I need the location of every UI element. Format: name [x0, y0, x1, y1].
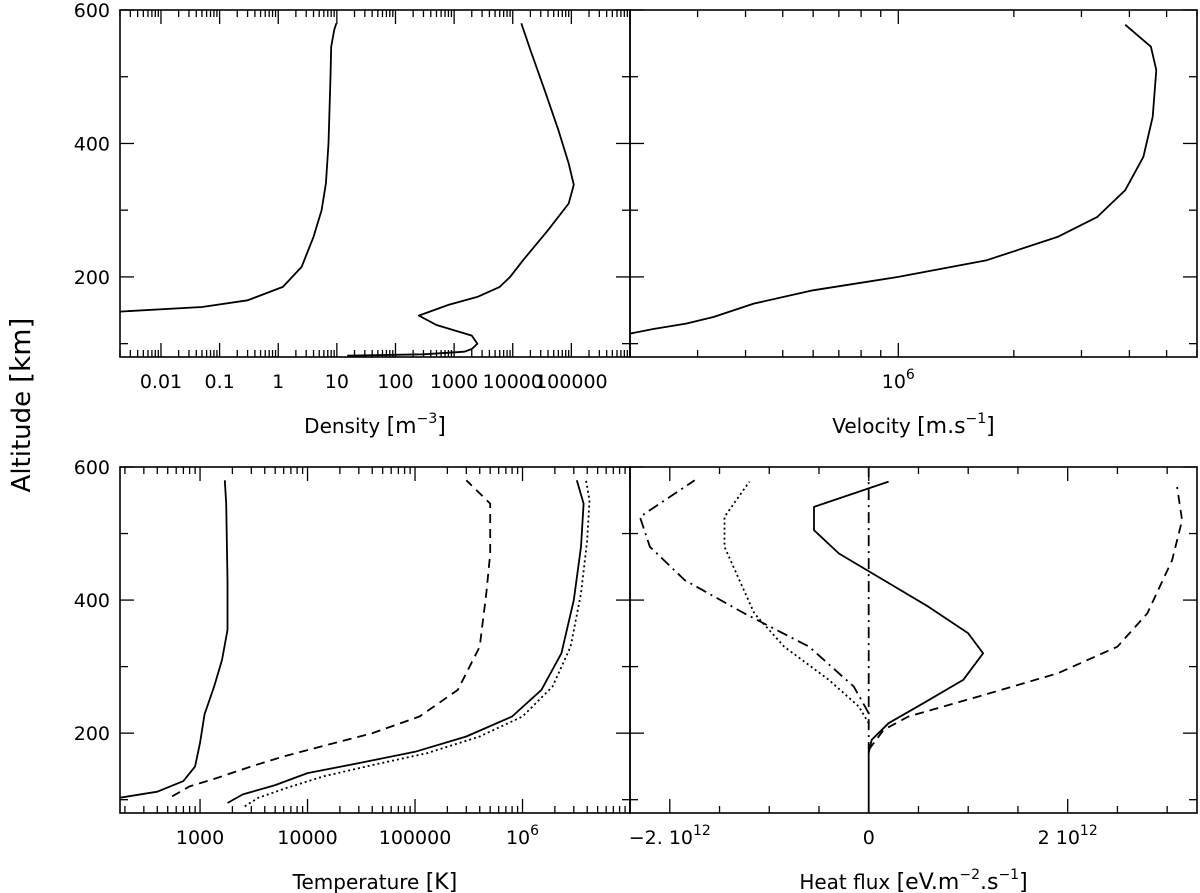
temperature-x-ticks [124, 467, 631, 813]
velocity-frame [629, 9, 1198, 358]
temperature-ytick-label: 400 [74, 590, 110, 612]
density-xtick-label: 0.01 [140, 371, 182, 393]
heatflux-frame [629, 466, 1198, 814]
density-series-solid [347, 23, 575, 357]
heatflux-series-dotted [723, 481, 870, 724]
density-xtick-label: 1000 [430, 371, 478, 393]
heatflux-series-dashdot [639, 479, 870, 714]
heatflux-xtick-label: −2. 1012 [629, 823, 711, 849]
heatflux-series-dashed [867, 486, 1183, 751]
heatflux-xlabel: Heat flux [eV.m−2.s−1] [799, 867, 1027, 893]
density-xtick-label: 100 [377, 371, 413, 393]
temperature-xtick-label: 10000 [277, 827, 337, 849]
velocity-x-ticks [629, 10, 1198, 357]
velocity-xlabel: Velocity [m.s−1] [832, 411, 995, 439]
velocity-xtick-label: 106 [882, 367, 915, 393]
density-frame [119, 9, 631, 358]
panel-heatflux: −2. 1012 0 2 1012 Heat flux [eV.m−2.s−1] [629, 466, 1198, 893]
panel-velocity: 106 Velocity [m.s−1] [629, 9, 1198, 439]
velocity-series-solid [630, 24, 1158, 335]
temperature-xtick-label: 100000 [379, 827, 452, 849]
density-y-ticks [120, 9, 630, 345]
temperature-series-dotted [244, 480, 591, 808]
heatflux-x-ticks [669, 467, 1168, 813]
density-xtick-label: 10 [325, 371, 349, 393]
density-ytick-label: 200 [74, 267, 110, 289]
temperature-xtick-label: 106 [506, 823, 539, 849]
density-xtick-label: 100000 [535, 371, 608, 393]
density-x-ticks [119, 10, 631, 357]
temperature-ytick-label: 200 [74, 723, 110, 745]
temperature-series-solid [120, 480, 229, 799]
density-xtick-label: 0.1 [204, 371, 234, 393]
temperature-xtick-label: 1000 [176, 827, 224, 849]
density-ytick-label: 600 [74, 0, 110, 22]
temperature-ytick-label: 600 [74, 457, 110, 479]
density-series-solid [120, 23, 338, 313]
heatflux-xtick-label: 2 1012 [1038, 823, 1098, 849]
temperature-series-dashed [171, 479, 492, 798]
temperature-series-solid [227, 480, 585, 804]
density-xtick-label: 1 [272, 371, 284, 393]
heatflux-series-solid [813, 480, 984, 813]
density-xlabel: Density [m−3] [304, 411, 446, 439]
density-xtick-label: 10000 [483, 371, 543, 393]
heatflux-y-ticks [630, 466, 1197, 801]
temperature-y-ticks [120, 466, 630, 801]
panel-temperature: 200 400 600 1000 10000 100000 106 Temperature [… [74, 457, 631, 893]
figure-ylabel: Altitude[km] [4, 318, 37, 493]
heatflux-xtick-label: 0 [863, 827, 875, 849]
temperature-xlabel: Temperature [K] [292, 870, 458, 893]
velocity-y-ticks [630, 9, 1197, 345]
density-ytick-label: 400 [74, 133, 110, 155]
